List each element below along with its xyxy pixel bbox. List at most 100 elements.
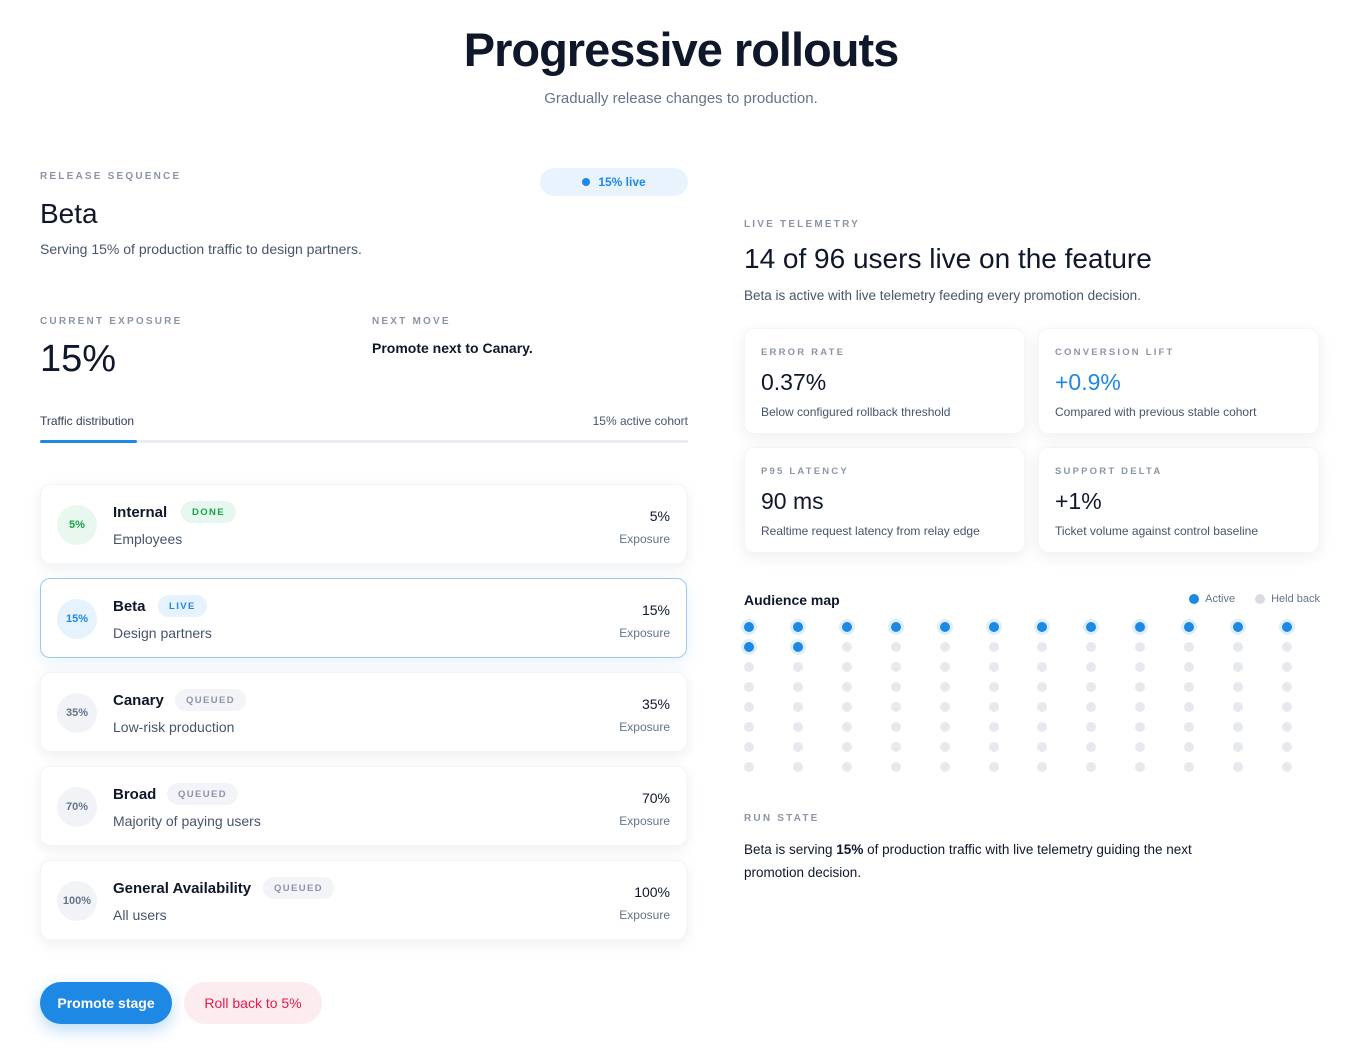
audience-user-dot (841, 642, 852, 652)
stage-card[interactable]: 35% Canary QUEUED Low-risk production 35% Exp… (40, 672, 687, 752)
page-title: Progressive rollouts (463, 23, 900, 76)
audience-user-dot (939, 702, 950, 712)
audience-user-dot (841, 722, 852, 732)
stage-exposure-value: 100% (634, 884, 670, 900)
audience-user-dot (841, 662, 852, 672)
stage-exposure-label: Exposure (619, 720, 670, 734)
audience-user-dot (1037, 742, 1048, 752)
live-dot-icon (582, 178, 591, 186)
stage-card[interactable]: 15% Beta LIVE Design partners 15% Exposure (40, 578, 687, 658)
active-legend-dot-icon (1189, 594, 1200, 604)
audience-user-dot (988, 742, 999, 752)
audience-user-dot (1281, 702, 1292, 712)
release-eyebrow: RELEASE SEQUENCE (40, 171, 182, 182)
audience-user-dot (1086, 742, 1097, 752)
audience-user-dot (1281, 622, 1292, 632)
stage-status-tag: LIVE (158, 595, 207, 617)
audience-user-dot (1135, 742, 1146, 752)
stage-status-tag: QUEUED (167, 783, 239, 805)
run-state-highlight: 15% (836, 842, 864, 857)
run-state-eyebrow: RUN STATE (744, 813, 820, 824)
audience-user-dot (1233, 682, 1243, 692)
audience-user-dot (1037, 662, 1048, 672)
metric-value: +0.9% (1055, 369, 1121, 395)
traffic-distribution-cohort: 15% active cohort (592, 414, 688, 428)
telemetry-eyebrow: LIVE TELEMETRY (744, 219, 860, 230)
promote-stage-button[interactable]: Promote stage (40, 982, 172, 1024)
audience-user-dot (890, 622, 901, 632)
audience-user-dot (1037, 722, 1048, 732)
stage-percent-badge: 100% (57, 881, 97, 921)
stage-percent-badge: 70% (57, 787, 97, 827)
metric-label: ERROR RATE (761, 347, 846, 358)
rollback-button[interactable]: Roll back to 5% (184, 982, 322, 1024)
audience-user-dot (939, 662, 950, 672)
audience-user-dot (890, 762, 901, 772)
audience-user-dot (841, 702, 852, 712)
audience-user-dot (1233, 622, 1243, 632)
audience-user-dot (744, 762, 754, 772)
legend-held-label: Held back (1271, 593, 1320, 605)
metric-card: ERROR RATE 0.37% Below configured rollback… (744, 328, 1025, 434)
metric-note: Compared with previous stable cohort (1055, 405, 1257, 419)
audience-user-dot (792, 682, 803, 692)
audience-user-dot (792, 662, 803, 672)
stage-audience: Low-risk production (113, 719, 235, 735)
exposure-eyebrow: CURRENT EXPOSURE (40, 316, 183, 327)
metric-note: Below configured rollback threshold (761, 405, 951, 419)
audience-user-dot (744, 622, 754, 632)
audience-user-dot (744, 642, 754, 652)
audience-user-dot (1086, 722, 1097, 732)
audience-user-dot (1233, 722, 1243, 732)
audience-user-dot (841, 762, 852, 772)
audience-user-dot (1037, 622, 1048, 632)
audience-user-dot (792, 622, 803, 632)
audience-user-dot (1086, 622, 1097, 632)
traffic-distribution-bar (40, 440, 688, 443)
stage-card[interactable]: 70% Broad QUEUED Majority of paying users 70… (40, 766, 687, 846)
audience-user-dot (1037, 642, 1048, 652)
metric-value: +1% (1055, 488, 1102, 514)
audience-user-dot (1184, 722, 1195, 732)
metric-card: CONVERSION LIFT +0.9% Compared with previo… (1038, 328, 1319, 434)
telemetry-description: Beta is active with live telemetry feedi… (744, 288, 1141, 303)
audience-user-dot (1184, 682, 1195, 692)
audience-user-dot (841, 682, 852, 692)
telemetry-title: 14 of 96 users live on the feature (744, 243, 1152, 274)
audience-user-dot (1135, 662, 1146, 672)
audience-user-dot (890, 662, 901, 672)
stage-audience: Majority of paying users (113, 813, 261, 829)
current-stage-title: Beta (40, 198, 98, 229)
audience-user-dot (1281, 662, 1292, 672)
exposure-value: 15% (40, 338, 117, 380)
audience-user-dot (890, 642, 901, 652)
stage-exposure-label: Exposure (619, 908, 670, 922)
stage-name: General Availability (113, 880, 252, 897)
audience-user-dot (744, 702, 754, 712)
audience-user-dot (792, 642, 803, 652)
audience-user-dot (1135, 722, 1146, 732)
audience-user-dot (988, 642, 999, 652)
audience-user-dot (1281, 762, 1292, 772)
audience-user-dot (1037, 682, 1048, 692)
run-state-suffix: of production traffic with live telemetr… (744, 842, 1192, 880)
run-state-text: Beta is serving 15% of production traffi… (744, 838, 1244, 884)
stage-exposure-value: 70% (641, 790, 670, 806)
audience-user-dot (1086, 642, 1097, 652)
stage-card[interactable]: 100% General Availability QUEUED All users 1… (40, 860, 687, 940)
stage-card[interactable]: 5% Internal DONE Employees 5% Exposure (40, 484, 687, 564)
audience-user-dot (1233, 702, 1243, 712)
audience-user-dot (1135, 682, 1146, 692)
audience-user-dot (939, 722, 950, 732)
stage-percent-badge: 35% (57, 693, 97, 733)
audience-user-dot (841, 742, 852, 752)
audience-user-dot (1135, 622, 1146, 632)
held-back-legend-dot-icon (1255, 594, 1266, 604)
traffic-distribution-fill (40, 440, 138, 443)
next-move-eyebrow: NEXT MOVE (372, 316, 451, 327)
audience-user-dot (890, 682, 901, 692)
metric-card: P95 LATENCY 90 ms Realtime request latency… (744, 447, 1025, 553)
audience-map-title: Audience map (744, 592, 840, 608)
stage-name: Canary (113, 692, 164, 709)
next-move-value: Promote next to Canary. (372, 340, 533, 356)
